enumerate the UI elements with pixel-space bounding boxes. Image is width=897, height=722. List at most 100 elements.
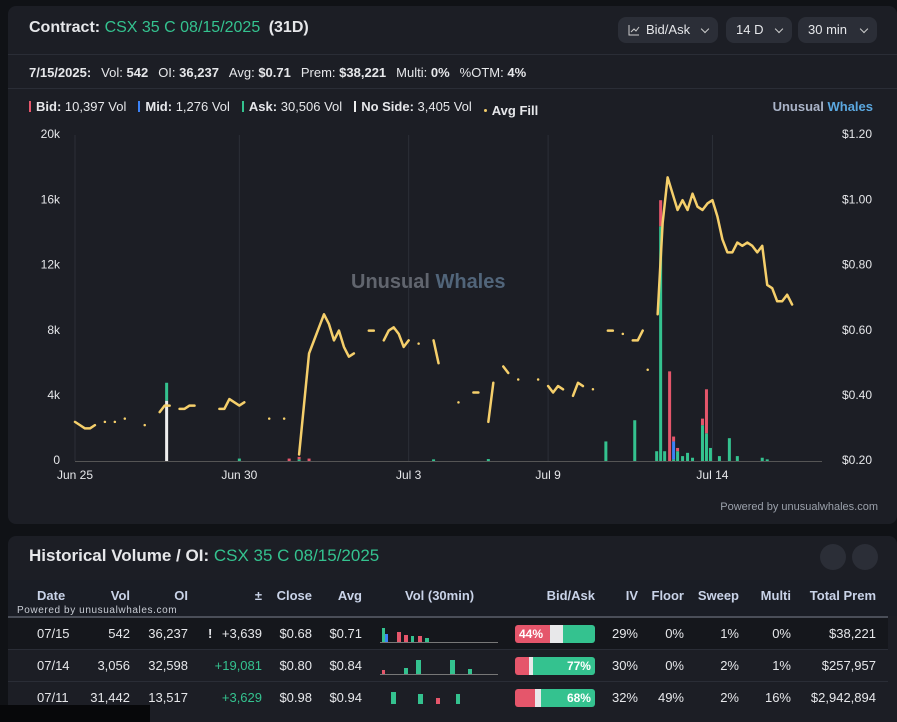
y2-tick-label: $1.20	[842, 127, 872, 141]
column-header: Vol	[110, 588, 130, 603]
column-header: Bid/Ask	[546, 588, 595, 603]
volume-bar	[704, 433, 708, 461]
cell-date: 07/14	[37, 658, 70, 673]
volume-bar	[659, 200, 663, 227]
cell-flag: !	[208, 626, 213, 641]
stat: %OTM: 4%	[460, 65, 526, 80]
stat-label: OI:	[158, 65, 176, 80]
bid-ask-segment	[515, 657, 530, 675]
row-divider	[8, 681, 888, 682]
legend-total: 30,506 Vol	[280, 99, 343, 114]
powered-by: Powered by unusualwhales.com	[17, 605, 178, 616]
cell-avg: $0.94	[329, 690, 362, 705]
column-header: Floor	[651, 588, 685, 603]
y2-tick-label: $0.80	[842, 258, 872, 272]
stats-row: 7/15/2025: Vol: 542 OI: 36,237 Avg: $0.71 Pr…	[29, 64, 536, 82]
volume-bar	[659, 226, 663, 461]
y2-tick-label: $0.20	[842, 453, 872, 467]
x-tick-label: Jul 3	[396, 468, 422, 482]
powered-by: Powered by unusualwhales.com	[720, 501, 878, 513]
stat-label: Multi:	[396, 65, 428, 80]
stat-label: Vol:	[101, 65, 123, 80]
cell-vol: 542	[108, 626, 130, 641]
stat-value: 36,237	[179, 65, 219, 80]
columns-button[interactable]	[820, 544, 846, 570]
cell-floor: 0%	[665, 658, 684, 673]
bid-ask-segment	[535, 689, 541, 707]
stat-label: Prem:	[300, 65, 336, 80]
contract-header: Contract: CSX 35 C 08/15/2025 (31D)	[29, 19, 309, 37]
y2-tick-label: $0.60	[842, 323, 872, 337]
range-button[interactable]: 14 D	[726, 17, 792, 43]
stat: Prem: $38,221	[301, 65, 386, 80]
volume-bar	[672, 459, 676, 461]
history-label: Historical Volume / OI:	[29, 546, 210, 565]
stat-label: 7/15/2025:	[29, 65, 92, 80]
stat-value: 542	[126, 65, 149, 80]
brand-a: Unusual	[772, 99, 824, 114]
cell-multi: 1%	[772, 658, 791, 673]
legend-name: Avg Fill	[491, 103, 539, 118]
bid-ask-label: 68%	[566, 691, 591, 705]
column-header: Total Prem	[809, 588, 876, 603]
collapse-button[interactable]	[852, 544, 878, 570]
volume-bar	[691, 457, 695, 461]
legend-swatch	[29, 101, 31, 112]
history-title: Historical Volume / OI: CSX 35 C 08/15/2…	[29, 546, 379, 566]
cell-prem: $38,221	[829, 626, 876, 641]
legend-swatch	[241, 101, 244, 112]
contract-name: CSX 35 C 08/15/2025	[104, 19, 261, 36]
legend-swatch	[483, 109, 487, 112]
header-divider	[8, 616, 888, 618]
bid-ask-segment: 44%	[515, 625, 551, 643]
cell-iv: 32%	[611, 690, 638, 705]
watermark: Unusual Whales	[351, 271, 506, 294]
cell-prem: $2,942,894	[810, 690, 876, 705]
cell-change: +3,639	[221, 626, 262, 641]
contract-label: Contract:	[29, 19, 101, 36]
y-tick-label: 16k	[41, 192, 61, 206]
x-tick-label: Jul 9	[535, 468, 561, 482]
bid-ask-bar: 68%	[515, 689, 595, 707]
cell-multi: 16%	[764, 690, 791, 705]
stat-value: 4%	[507, 65, 527, 80]
legend-swatch	[354, 101, 357, 112]
column-header: Close	[276, 588, 312, 603]
column-header: Sweep	[697, 588, 739, 603]
column-header: OI	[174, 588, 188, 603]
cell-oi: 32,598	[148, 658, 188, 673]
interval-button[interactable]: 30 min	[798, 17, 877, 43]
stat: Avg: $0.71	[229, 65, 291, 80]
cell-iv: 29%	[611, 626, 638, 641]
legend: Bid: 10,397 Vol Mid: 1,276 Vol Ask: 30,506…	[29, 99, 550, 118]
volume-bar	[700, 425, 704, 461]
volume-bar	[704, 389, 708, 434]
volume-bar	[760, 457, 764, 461]
y-tick-label: 8k	[47, 323, 61, 337]
volume-bar	[165, 382, 169, 401]
volume-bar	[672, 441, 676, 460]
cell-date: 07/11	[37, 690, 69, 705]
stat: 7/15/2025:	[29, 65, 91, 80]
table-header	[8, 580, 897, 616]
dte: (31D)	[268, 19, 309, 36]
volume-bar	[165, 400, 169, 461]
bid-ask-label: 77%	[566, 659, 591, 673]
history-contract: CSX 35 C 08/15/2025	[213, 546, 380, 565]
volume-bar	[668, 371, 672, 461]
cell-floor: 0%	[665, 626, 684, 641]
legend-name: No Side:	[361, 99, 414, 114]
watermark-a: Unusual	[351, 271, 430, 293]
stat: OI: 36,237	[158, 65, 219, 80]
volume-bar	[604, 441, 608, 461]
chart: Jun 25 Jun 30 Jul 3 Jul 9 Jul 14 0 4k 8k 12k 16k 2…	[41, 127, 873, 482]
cell-sweep: 2%	[720, 690, 739, 705]
bid-ask-segment	[529, 657, 534, 675]
chart-type-button[interactable]: Bid/Ask	[618, 17, 718, 43]
volume-bar	[237, 458, 241, 461]
volume-bar	[297, 456, 301, 460]
volume-bar	[676, 447, 680, 452]
cell-multi: 0%	[772, 626, 791, 641]
button-label: Bid/Ask	[646, 22, 691, 37]
